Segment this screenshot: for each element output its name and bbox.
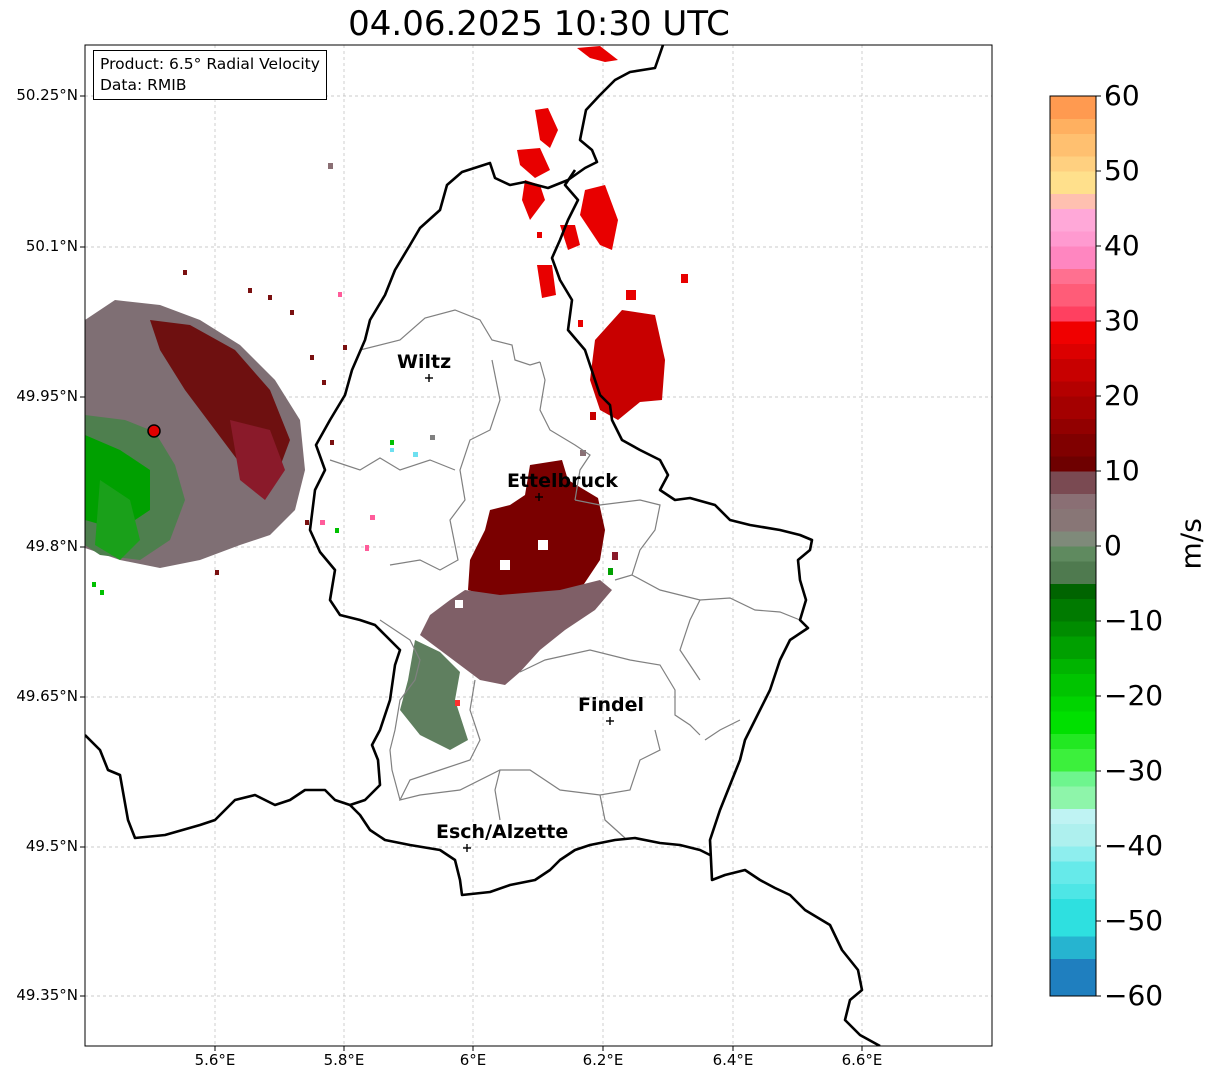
city-markers (425, 374, 614, 852)
colorbar-tick-label: −10 (1104, 604, 1164, 637)
product-label: Product: 6.5° Radial Velocity (100, 55, 320, 73)
colorbar-band (1050, 508, 1096, 532)
lon-tick-label: 5.8°E (323, 1051, 365, 1069)
colorbar-band (1050, 246, 1096, 269)
map-title: 04.06.2025 10:30 UTC (348, 4, 730, 44)
radar-near-site-echoes (85, 300, 305, 568)
colorbar-tick-label: 60 (1104, 79, 1140, 112)
colorbar-band (1050, 283, 1096, 307)
lon-tick-label: 5.6°E (194, 1051, 236, 1069)
national-borders (85, 45, 881, 1046)
colorbar-band (1050, 396, 1096, 419)
lon-tick-label: 6.6°E (841, 1051, 883, 1069)
colorbar-tick-label: −40 (1104, 829, 1164, 862)
lon-tick-label: 6.4°E (712, 1051, 754, 1069)
colorbar-band (1050, 898, 1096, 922)
colorbar-band (1050, 786, 1096, 809)
colorbar-band (1050, 658, 1096, 674)
radar-east-echoes (590, 310, 665, 420)
colorbar-tick-label: 40 (1104, 229, 1140, 262)
colorbar-band (1050, 921, 1096, 937)
colorbar-tick-label: 10 (1104, 454, 1140, 487)
colorbar-band (1050, 358, 1096, 382)
colorbar-band (1050, 621, 1096, 637)
lat-tick-label: 49.35°N (16, 986, 78, 1004)
data-source-label: Data: RMIB (100, 76, 187, 94)
colorbar-band (1050, 493, 1096, 509)
colorbar-band (1050, 733, 1096, 749)
colorbar-band (1050, 456, 1096, 472)
lat-tick-label: 50.25°N (16, 86, 78, 104)
colorbar-band (1050, 861, 1096, 884)
colorbar-band (1050, 193, 1096, 209)
colorbar-band (1050, 883, 1096, 899)
lon-tick-label: 6°E (459, 1051, 487, 1069)
colorbar-band (1050, 156, 1096, 172)
colorbar-band (1050, 418, 1096, 434)
radar-main-cell (400, 450, 618, 750)
colorbar-tick-label: 0 (1104, 529, 1122, 562)
lon-tick-label: 6.2°E (582, 1051, 624, 1069)
radar-scattered-pixels (183, 270, 347, 575)
colorbar-band (1050, 846, 1096, 862)
colorbar-tick-label: 30 (1104, 304, 1140, 337)
colorbar-unit-label: m/s (1174, 518, 1207, 570)
product-info-box: Product: 6.5° Radial Velocity Data: RMIB (93, 50, 327, 100)
city-label-findel: Findel (578, 694, 645, 716)
colorbar-band (1050, 306, 1096, 322)
colorbar-band (1050, 231, 1096, 247)
lat-tick-label: 50.1°N (25, 237, 78, 255)
colorbar-band (1050, 958, 1096, 974)
colorbar-tick-label: −20 (1104, 679, 1164, 712)
colorbar-band (1050, 268, 1096, 284)
canton-borders (329, 309, 801, 839)
colorbar (1050, 96, 1096, 997)
plot-frame (84, 44, 993, 1047)
colorbar-tick-label: 20 (1104, 379, 1140, 412)
radar-cyan-pixels (390, 448, 418, 457)
colorbar-band (1050, 973, 1096, 997)
radar-green-pixels (92, 440, 394, 595)
colorbar-band (1050, 748, 1096, 772)
colorbar-band (1050, 546, 1096, 562)
colorbar-band (1050, 711, 1096, 734)
colorbar-band (1050, 433, 1096, 457)
city-label-wiltz: Wiltz (397, 351, 452, 373)
colorbar-band (1050, 133, 1096, 157)
city-label-ettelbruck: Ettelbruck (507, 470, 618, 492)
colorbar-band (1050, 561, 1096, 584)
colorbar-band (1050, 321, 1096, 344)
colorbar-band (1050, 696, 1096, 712)
colorbar-band (1050, 808, 1096, 824)
lat-tick-label: 49.95°N (16, 387, 78, 405)
colorbar-band (1050, 583, 1096, 599)
city-label-esch-alzette: Esch/Alzette (436, 821, 569, 843)
colorbar-band (1050, 636, 1096, 659)
lat-tick-label: 49.65°N (16, 687, 78, 705)
colorbar-band (1050, 936, 1096, 959)
radar-northeast-echoes (517, 46, 688, 327)
colorbar-band (1050, 673, 1096, 697)
colorbar-band (1050, 96, 1096, 119)
colorbar-tick-label: −60 (1104, 979, 1164, 1012)
colorbar-tick-label: −30 (1104, 754, 1164, 787)
colorbar-band (1050, 823, 1096, 847)
colorbar-band (1050, 208, 1096, 232)
colorbar-band (1050, 171, 1096, 194)
colorbar-band (1050, 771, 1096, 787)
radar-site-marker (147, 424, 161, 438)
colorbar-band (1050, 471, 1096, 494)
colorbar-band (1050, 531, 1096, 547)
colorbar-band (1050, 118, 1096, 134)
colorbar-tick-label: 50 (1104, 154, 1140, 187)
radar-pink-pixels (320, 292, 375, 551)
lat-tick-label: 49.8°N (25, 537, 78, 555)
colorbar-tick-label: −50 (1104, 904, 1164, 937)
colorbar-band (1050, 343, 1096, 359)
colorbar-band (1050, 381, 1096, 397)
colorbar-band (1050, 598, 1096, 622)
lat-tick-label: 49.5°N (25, 837, 78, 855)
